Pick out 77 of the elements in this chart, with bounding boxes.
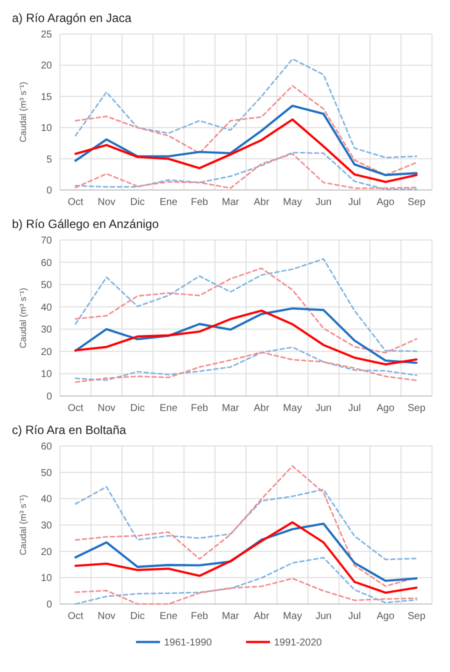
x-tick-label: Jun xyxy=(315,611,332,622)
line-series xyxy=(74,556,418,605)
x-tick-label: Jun xyxy=(315,403,332,414)
x-tick-label: Abr xyxy=(254,197,270,208)
y-tick-label: 50 xyxy=(40,280,52,292)
y-tick-label: 25 xyxy=(40,30,52,40)
y-tick-label: 40 xyxy=(40,302,52,314)
y-tick-label: 0 xyxy=(46,600,52,610)
y-tick-label: 30 xyxy=(40,324,52,336)
x-tick-label: Oct xyxy=(68,611,84,622)
x-tick-label: Nov xyxy=(98,197,116,208)
line-series xyxy=(74,104,418,176)
x-tick-label: Jul xyxy=(348,197,361,208)
chart-title: b) Río Gállego en Anzánigo xyxy=(12,217,160,231)
x-tick-label: Sep xyxy=(408,611,426,622)
y-tick-label: 5 xyxy=(46,154,52,166)
x-tick-label: May xyxy=(283,611,302,622)
x-tick-label: Ene xyxy=(160,197,178,208)
y-tick-label: 10 xyxy=(40,369,52,380)
x-tick-label: Jun xyxy=(315,197,332,208)
legend-label: 1991-2020 xyxy=(274,638,322,648)
x-tick-label: Nov xyxy=(98,403,116,414)
x-tick-label: Ago xyxy=(376,611,395,622)
line-series xyxy=(74,58,418,158)
x-tick-label: Abr xyxy=(254,611,270,622)
x-tick-label: May xyxy=(283,403,302,414)
x-tick-label: Feb xyxy=(190,197,209,208)
x-tick-label: Ene xyxy=(160,403,178,414)
y-tick-label: 60 xyxy=(40,442,52,452)
x-tick-label: May xyxy=(283,197,302,208)
y-tick-label: 20 xyxy=(40,346,52,358)
y-tick-label: 70 xyxy=(40,236,52,246)
y-axis-title: Caudal (m³ s⁻¹) xyxy=(18,82,28,142)
x-tick-label: Ene xyxy=(160,611,178,622)
x-tick-label: Abr xyxy=(254,403,270,414)
y-tick-label: 15 xyxy=(40,92,52,103)
y-tick-label: 0 xyxy=(46,392,52,402)
x-tick-label: Feb xyxy=(190,611,209,622)
y-tick-label: 20 xyxy=(40,546,52,558)
x-tick-label: Mar xyxy=(222,403,240,414)
x-tick-label: Mar xyxy=(222,611,240,622)
line-series xyxy=(74,465,418,587)
line-series xyxy=(74,522,418,582)
x-tick-label: Jul xyxy=(348,403,361,414)
y-tick-label: 10 xyxy=(40,573,52,584)
line-series xyxy=(74,85,418,176)
line-series xyxy=(74,352,418,383)
x-tick-label: Dic xyxy=(130,197,145,208)
chart-title: a) Río Aragón en Jaca xyxy=(12,11,132,25)
y-tick-label: 0 xyxy=(46,186,52,196)
line-series xyxy=(74,521,418,594)
x-tick-label: Jul xyxy=(348,611,361,622)
y-tick-label: 20 xyxy=(40,60,52,72)
x-tick-label: Oct xyxy=(68,403,84,414)
y-axis-title: Caudal (m³ s⁻¹) xyxy=(18,494,28,556)
y-axis-title: Caudal (m³ s⁻¹) xyxy=(18,288,28,348)
line-series xyxy=(74,578,418,605)
line-series xyxy=(74,118,418,183)
x-tick-label: Dic xyxy=(130,611,145,622)
legend-label: 1961-1990 xyxy=(164,638,212,648)
line-series xyxy=(74,486,418,560)
chart-title: c) Río Ara en Boltaña xyxy=(12,423,126,437)
x-tick-label: Oct xyxy=(68,197,84,208)
line-series xyxy=(74,346,418,381)
x-tick-label: Sep xyxy=(408,197,426,208)
x-tick-label: Sep xyxy=(408,403,426,414)
y-tick-label: 30 xyxy=(40,520,52,532)
x-tick-label: Mar xyxy=(222,197,240,208)
x-tick-label: Nov xyxy=(98,611,116,622)
y-tick-label: 10 xyxy=(40,123,52,134)
y-tick-label: 50 xyxy=(40,468,52,479)
y-tick-label: 60 xyxy=(40,258,52,269)
y-tick-label: 40 xyxy=(40,494,52,506)
x-tick-label: Feb xyxy=(190,403,209,414)
x-tick-label: Ago xyxy=(376,197,395,208)
x-tick-label: Dic xyxy=(130,403,145,414)
x-tick-label: Ago xyxy=(376,403,395,414)
